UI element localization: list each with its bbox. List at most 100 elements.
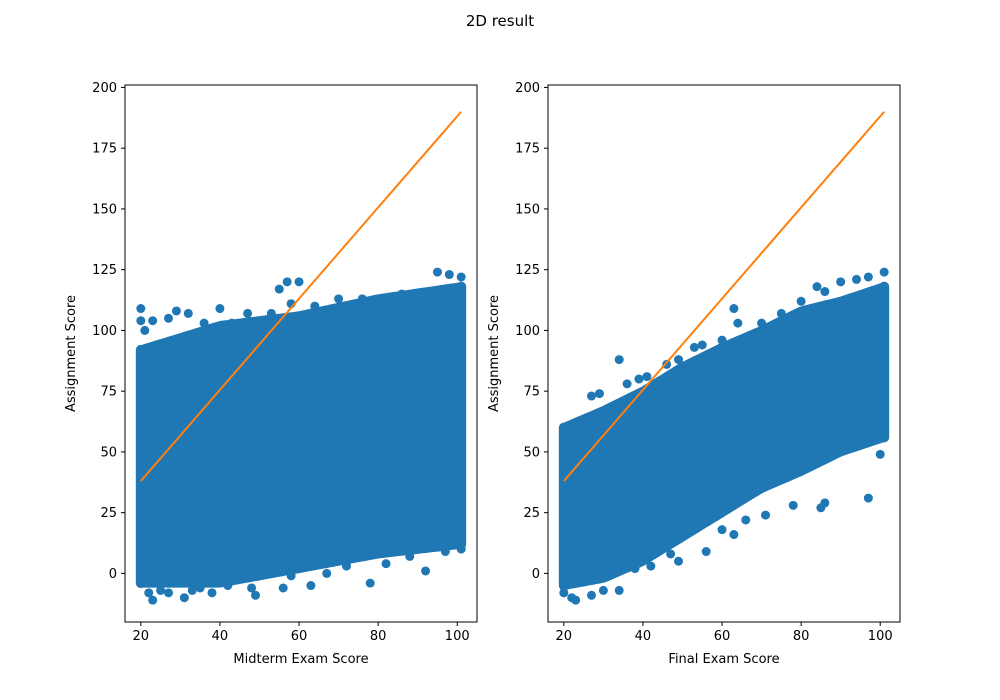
scatter-point [598, 585, 608, 595]
scatter-point [322, 568, 332, 578]
y-tick-label: 50 [523, 445, 540, 460]
x-tick-label: 60 [714, 629, 731, 644]
x-axis-ticks: 20 40 60 80 100 [556, 622, 893, 644]
scatter-point [179, 593, 189, 603]
y-tick-label: 200 [92, 81, 117, 96]
scatter-point [717, 525, 727, 535]
scatter-point [559, 588, 569, 598]
scatter-point [741, 515, 751, 525]
scatter-point [697, 340, 707, 350]
x-axis-label: Midterm Exam Score [233, 652, 368, 667]
scatter-point [630, 564, 640, 574]
scatter-point [381, 559, 391, 569]
scatter-point [266, 308, 276, 318]
y-tick-label: 125 [92, 263, 117, 278]
scatter-point [587, 391, 597, 401]
scatter-point [642, 372, 652, 382]
y-tick-label: 100 [515, 324, 540, 339]
y-tick-label: 175 [92, 142, 117, 157]
scatter-point [341, 561, 351, 571]
scatter-point [689, 342, 699, 352]
scatter-point [144, 588, 154, 598]
scatter-point [215, 304, 225, 314]
left-scatter-chart: 20 40 60 80 100 0 25 50 75 100 125 150 175 200 Midte… [64, 81, 478, 667]
y-tick-label: 25 [523, 506, 540, 521]
scatter-cloud [558, 281, 890, 591]
scatter-point [148, 316, 158, 326]
x-tick-label: 80 [370, 629, 387, 644]
scatter-point [294, 277, 304, 287]
y-tick-label: 75 [100, 385, 117, 400]
scatter-point [796, 296, 806, 306]
scatter-point [156, 585, 166, 595]
y-tick-label: 125 [515, 263, 540, 278]
scatter-point [397, 289, 407, 299]
scatter-point [183, 308, 193, 318]
scatter-point [729, 304, 739, 314]
scatter-point [666, 549, 676, 559]
y-axis-ticks: 0 25 50 75 100 125 150 175 200 [515, 81, 548, 582]
scatter-point [614, 585, 624, 595]
scatter-point [674, 556, 684, 566]
scatter-cloud [135, 281, 467, 589]
scatter-point [136, 316, 146, 326]
y-tick-label: 200 [515, 81, 540, 96]
y-axis-label: Assignment Score [487, 295, 502, 412]
scatter-point [701, 547, 711, 557]
scatter-point [717, 335, 727, 345]
scatter-point [622, 379, 632, 389]
x-tick-label: 40 [635, 629, 652, 644]
scatter-point [836, 277, 846, 287]
scatter-point [195, 583, 205, 593]
scatter-point [282, 277, 292, 287]
scatter-outliers [136, 267, 466, 605]
scatter-point [440, 547, 450, 557]
scatter-point [164, 313, 174, 323]
scatter-point [421, 566, 431, 576]
scatter-point [571, 595, 581, 605]
fit-line [140, 111, 462, 482]
y-tick-label: 175 [515, 142, 540, 157]
x-tick-label: 20 [133, 629, 150, 644]
fit-line [563, 111, 885, 482]
scatter-point [140, 325, 150, 335]
scatter-point [875, 449, 885, 459]
figure-title: 2D result [466, 12, 534, 30]
x-axis-ticks: 20 40 60 80 100 [133, 622, 470, 644]
scatter-point [306, 581, 316, 591]
axes-frame [547, 84, 901, 623]
scatter-point [456, 272, 466, 282]
scatter-point [614, 355, 624, 365]
scatter-point [207, 588, 217, 598]
scatter-point [444, 270, 454, 280]
y-tick-label: 25 [100, 506, 117, 521]
x-tick-label: 40 [212, 629, 229, 644]
y-tick-label: 50 [100, 445, 117, 460]
scatter-point [148, 595, 158, 605]
y-tick-label: 0 [532, 567, 540, 582]
scatter-point [334, 294, 344, 304]
right-scatter-chart: 20 40 60 80 100 0 25 50 75 100 125 150 175 200 Final… [487, 81, 901, 667]
scatter-point [171, 306, 181, 316]
x-tick-label: 60 [291, 629, 308, 644]
y-tick-label: 150 [92, 202, 117, 217]
scatter-point [587, 590, 597, 600]
axes-frame [124, 84, 478, 623]
scatter-point [243, 308, 253, 318]
y-tick-label: 100 [92, 324, 117, 339]
scatter-point [674, 355, 684, 365]
scatter-outliers [559, 267, 889, 605]
scatter-point [187, 585, 197, 595]
scatter-point [251, 590, 261, 600]
scatter-point [164, 588, 174, 598]
scatter-point [851, 274, 861, 284]
scatter-point [863, 272, 873, 282]
scatter-point [634, 374, 644, 384]
scatter-point [733, 318, 743, 328]
scatter-point [863, 493, 873, 503]
x-tick-label: 20 [556, 629, 573, 644]
y-axis-ticks: 0 25 50 75 100 125 150 175 200 [92, 81, 125, 582]
scatter-point [820, 287, 830, 297]
scatter-point [788, 500, 798, 510]
